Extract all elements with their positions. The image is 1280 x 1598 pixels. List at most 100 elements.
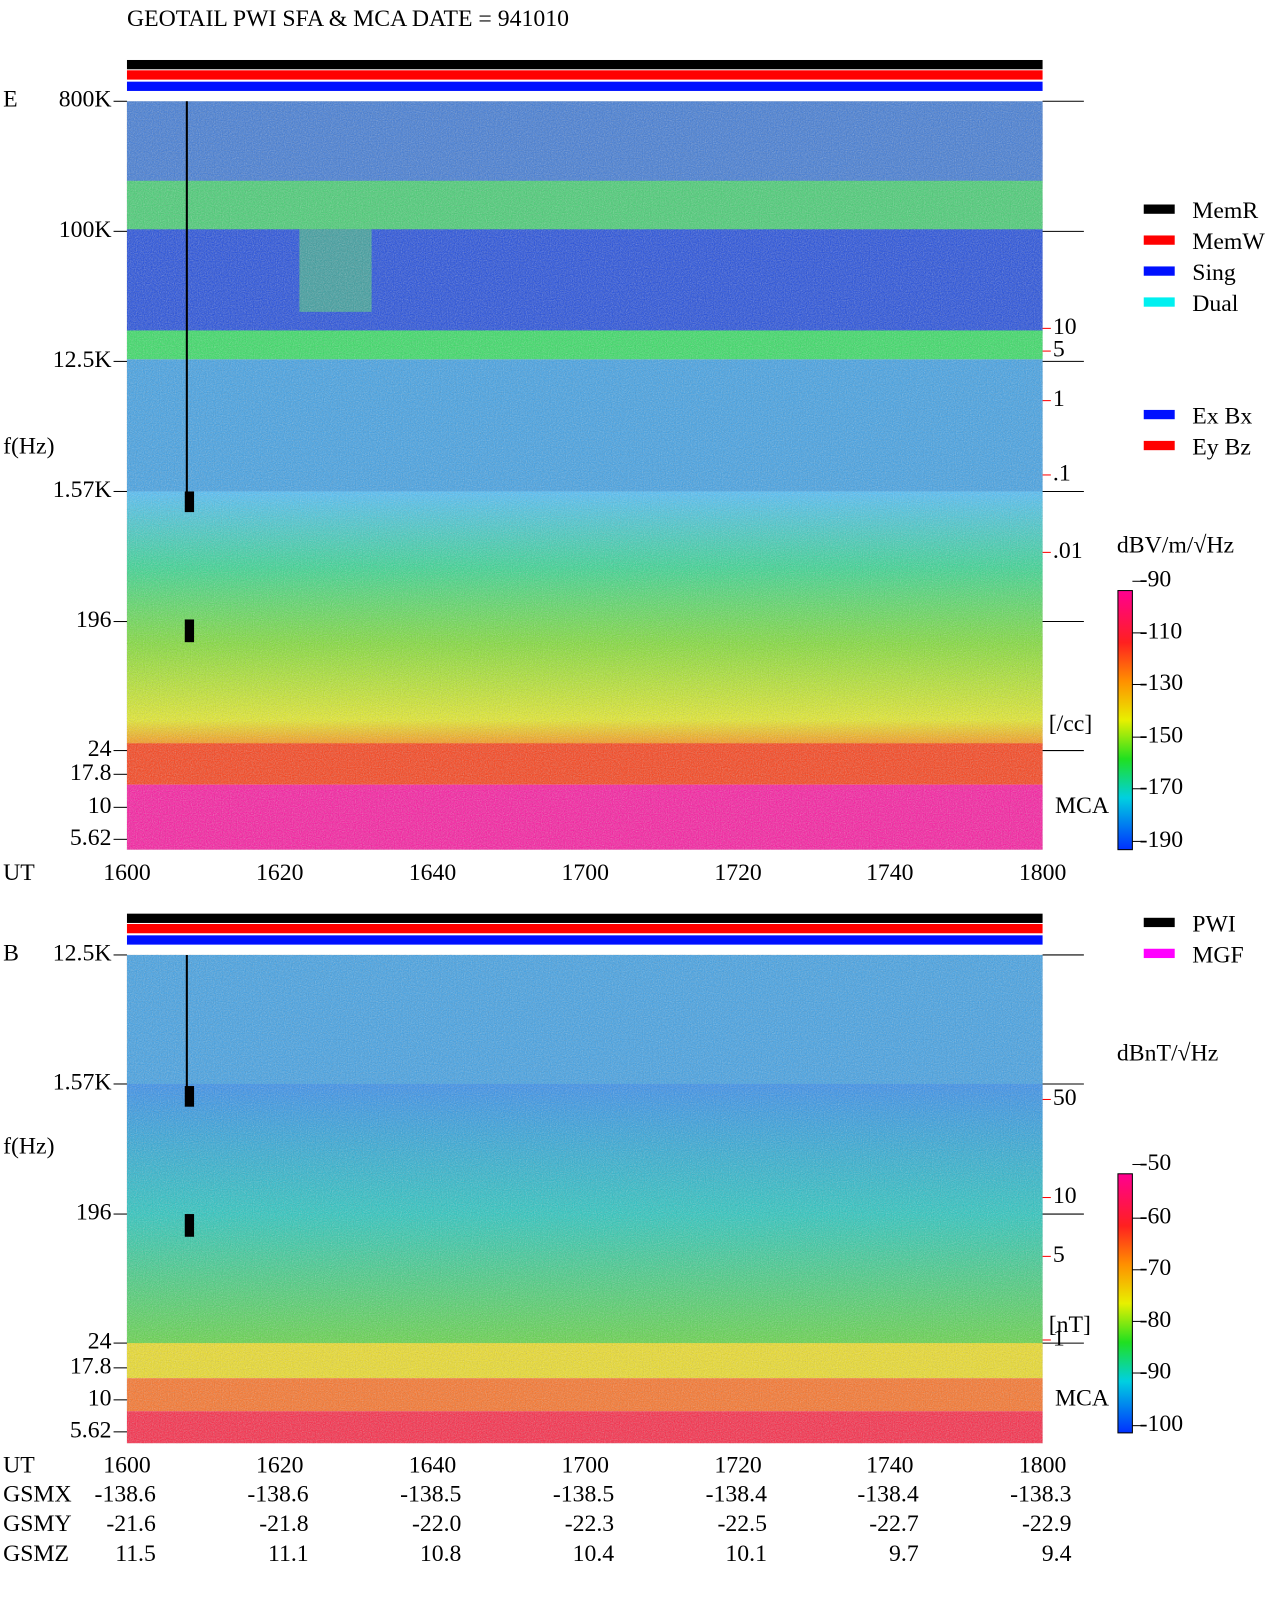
orbit-value: -22.9 <box>1022 1511 1071 1537</box>
y-axis-label: f(Hz) <box>3 434 54 460</box>
colorbar-unit: dBnT/√Hz <box>1117 1041 1218 1067</box>
colorbar <box>1117 590 1133 851</box>
right-tick-label: .01 <box>1053 538 1083 564</box>
legend-label: MemR <box>1192 198 1258 224</box>
orbit-label: GSMY <box>3 1511 72 1537</box>
orbit-value: -22.3 <box>565 1511 614 1537</box>
legend-swatch <box>1143 409 1175 420</box>
orbit-value: -22.7 <box>869 1511 919 1537</box>
orbit-value: -138.3 <box>1010 1481 1071 1507</box>
mca-label: MCA <box>1055 793 1109 819</box>
colorbar-tick-label: -70 <box>1140 1255 1172 1281</box>
legend-swatch <box>1143 204 1175 214</box>
right-axis-unit: [/cc] <box>1049 711 1092 737</box>
colorbar-unit: dBV/m/√Hz <box>1117 533 1234 559</box>
legend-label: Dual <box>1192 291 1239 317</box>
orbit-value: 9.4 <box>1042 1541 1072 1567</box>
orbit-value: 10.8 <box>420 1541 462 1567</box>
legend-label: Ex Bx <box>1192 404 1252 430</box>
y-axis-label: f(Hz) <box>3 1133 54 1159</box>
mca-label: MCA <box>1055 1385 1109 1411</box>
legend-swatch <box>1143 440 1175 451</box>
spectrogram-e <box>126 101 1043 850</box>
orbit-value: -21.8 <box>259 1511 308 1537</box>
y-tick-label: 17.8 <box>70 760 112 786</box>
status-bars-e <box>126 59 1043 91</box>
legend-label: MemW <box>1192 229 1265 255</box>
y-tick-label: 1.57K <box>53 1069 112 1095</box>
y-tick-label: 12.5K <box>53 940 112 966</box>
colorbar-tick-label: -90 <box>1140 567 1172 593</box>
title: GEOTAIL PWI SFA & MCA DATE = 941010 <box>127 6 569 32</box>
x-tick-label: 1700 <box>562 1452 609 1478</box>
colorbar-tick-label: -150 <box>1140 723 1184 749</box>
right-tick-label: 1 <box>1053 386 1065 412</box>
right-tick-label: 1 <box>1053 1325 1065 1351</box>
orbit-value: 10.4 <box>573 1541 615 1567</box>
colorbar-tick-label: -170 <box>1140 774 1184 800</box>
orbit-value: -22.0 <box>412 1511 461 1537</box>
y-tick-label: 24 <box>88 736 112 762</box>
orbit-value: -138.6 <box>95 1481 156 1507</box>
orbit-value: -138.5 <box>553 1481 614 1507</box>
y-tick-label: 100K <box>59 217 112 243</box>
x-tick-label: 1620 <box>256 1452 303 1478</box>
panel-label: B <box>3 940 19 966</box>
colorbar-tick-label: -130 <box>1140 670 1184 696</box>
right-tick-label: 5 <box>1053 1242 1065 1268</box>
y-tick-label: 17.8 <box>70 1353 112 1379</box>
y-tick-label: 1.57K <box>53 477 112 503</box>
y-tick-label: 12.5K <box>53 347 112 373</box>
right-axis-unit: [nT] <box>1049 1312 1091 1338</box>
y-tick-label: 196 <box>76 607 112 633</box>
right-tick-label: .1 <box>1053 460 1071 486</box>
x-tick-label: 1620 <box>256 860 303 886</box>
right-tick-label: 50 <box>1053 1085 1077 1111</box>
colorbar-tick-label: -100 <box>1140 1411 1184 1437</box>
orbit-label: GSMX <box>3 1481 72 1507</box>
x-tick-label: 1600 <box>103 1452 150 1478</box>
y-tick-label: 5.62 <box>70 825 112 851</box>
orbit-label: GSMZ <box>3 1541 69 1567</box>
y-tick-label: 800K <box>59 87 112 113</box>
legend-swatch <box>1143 297 1175 307</box>
y-tick-label: 24 <box>88 1329 112 1355</box>
x-tick-label: 1720 <box>714 860 761 886</box>
legend-label: Sing <box>1192 260 1236 286</box>
colorbar-tick-label: -110 <box>1140 618 1183 644</box>
right-tick-label: 10 <box>1053 314 1077 340</box>
orbit-value: -21.6 <box>106 1511 156 1537</box>
right-tick-label: 5 <box>1053 337 1065 363</box>
orbit-value: 11.5 <box>115 1541 156 1567</box>
orbit-value: -138.4 <box>706 1481 767 1507</box>
x-tick-label: 1640 <box>409 1452 456 1478</box>
legend-swatch <box>1143 948 1175 959</box>
legend-label: Ey Bz <box>1192 435 1251 461</box>
colorbar-tick-label: -50 <box>1140 1150 1172 1176</box>
x-tick-label: 1700 <box>562 860 609 886</box>
colorbar <box>1117 1173 1133 1434</box>
colorbar-tick-label: -190 <box>1140 827 1184 853</box>
y-tick-label: 10 <box>88 793 112 819</box>
colorbar-tick-label: -60 <box>1140 1204 1172 1230</box>
y-tick-label: 5.62 <box>70 1417 112 1443</box>
right-tick-label: 10 <box>1053 1183 1077 1209</box>
spectrogram-b <box>126 954 1043 1444</box>
x-tick-label: 1800 <box>1019 1452 1066 1478</box>
x-tick-label: 1720 <box>714 1452 761 1478</box>
legend-swatch <box>1143 235 1175 245</box>
colorbar-tick-label: -90 <box>1140 1358 1172 1384</box>
x-axis-label: UT <box>3 860 35 886</box>
x-tick-label: 1640 <box>409 860 456 886</box>
orbit-value: -138.6 <box>247 1481 308 1507</box>
status-bars-b <box>126 913 1043 945</box>
orbit-value: 10.1 <box>725 1541 767 1567</box>
orbit-value: -22.5 <box>718 1511 767 1537</box>
x-tick-label: 1800 <box>1019 860 1066 886</box>
panel-label: E <box>3 87 18 113</box>
y-tick-label: 10 <box>88 1385 112 1411</box>
legend-swatch <box>1143 266 1175 276</box>
x-tick-label: 1740 <box>866 860 913 886</box>
